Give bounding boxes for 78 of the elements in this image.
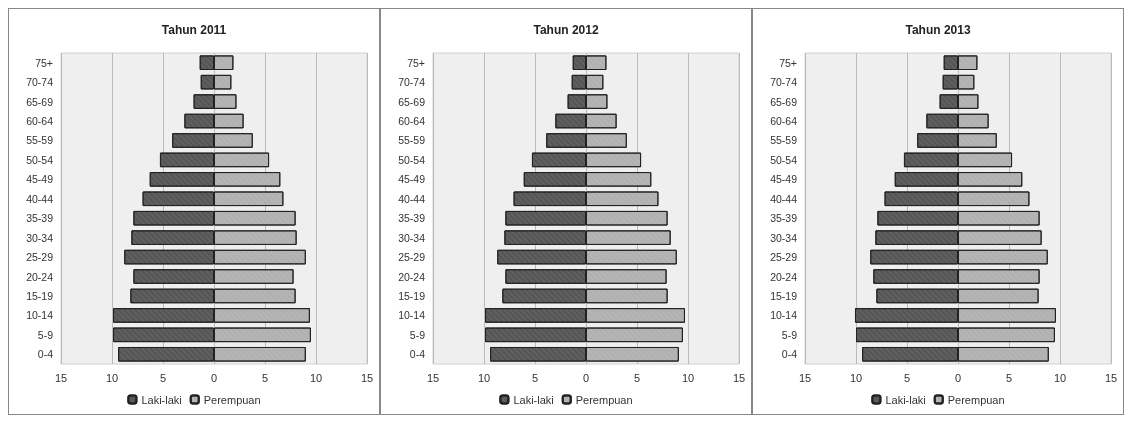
- x-tick-label: 5: [531, 371, 539, 384]
- y-tick-label: 15-19: [398, 289, 426, 302]
- x-tick-label: 10: [105, 371, 119, 384]
- y-tick-label: 30-34: [770, 231, 798, 244]
- x-tick-label: 10: [309, 371, 323, 384]
- y-tick-label: 35-39: [770, 212, 798, 225]
- y-tick-label: 35-39: [398, 212, 426, 225]
- y-tick-label: 0-4: [409, 348, 426, 361]
- legend-label: Perempuan: [203, 393, 261, 406]
- y-tick-label: 20-24: [398, 270, 426, 283]
- x-tick-label: 10: [849, 371, 863, 384]
- x-tick-label: 0: [582, 371, 590, 384]
- x-tick-label: 10: [477, 371, 491, 384]
- x-tick-label: 15: [798, 371, 812, 384]
- y-tick-label: 45-49: [398, 173, 426, 186]
- x-tick-label: 15: [1104, 371, 1118, 384]
- y-tick-label: 65-69: [398, 95, 426, 108]
- y-tick-label: 15-19: [26, 289, 54, 302]
- x-tick-label: 15: [426, 371, 440, 384]
- y-tick-label: 5-9: [781, 328, 798, 341]
- y-tick-label: 45-49: [26, 173, 54, 186]
- y-tick-label: 70-74: [26, 76, 54, 89]
- x-tick-label: 5: [1005, 371, 1013, 384]
- x-tick-label: 5: [633, 371, 641, 384]
- x-tick-label: 10: [681, 371, 695, 384]
- y-tick-label: 75+: [779, 56, 797, 69]
- y-tick-label: 50-54: [26, 153, 54, 166]
- x-tick-label: 15: [54, 371, 68, 384]
- y-tick-label: 50-54: [770, 153, 798, 166]
- y-tick-label: 75+: [407, 56, 425, 69]
- x-tick-label: 15: [360, 371, 374, 384]
- y-tick-label: 40-44: [770, 192, 798, 205]
- y-tick-label: 60-64: [398, 115, 426, 128]
- y-tick-label: 0-4: [781, 348, 798, 361]
- y-tick-label: 25-29: [398, 251, 426, 264]
- y-tick-label: 40-44: [398, 192, 426, 205]
- legend-label: Perempuan: [947, 393, 1005, 406]
- y-tick-label: 65-69: [26, 95, 54, 108]
- y-tick-label: 65-69: [770, 95, 798, 108]
- x-tick-label: 0: [954, 371, 962, 384]
- x-tick-label: 5: [261, 371, 269, 384]
- y-tick-label: 30-34: [26, 231, 54, 244]
- y-tick-label: 10-14: [398, 309, 426, 322]
- y-tick-label: 35-39: [26, 212, 54, 225]
- y-tick-label: 40-44: [26, 192, 54, 205]
- y-tick-label: 75+: [35, 56, 53, 69]
- chart-title: Tahun 2013: [905, 23, 971, 37]
- x-tick-label: 5: [159, 371, 167, 384]
- x-tick-label: 5: [903, 371, 911, 384]
- y-tick-label: 10-14: [26, 309, 54, 322]
- y-tick-label: 55-59: [26, 134, 54, 147]
- chart-title: Tahun 2011: [161, 23, 227, 37]
- legend-label: Laki-laki: [885, 393, 926, 406]
- legend-label: Laki-laki: [141, 393, 182, 406]
- y-tick-label: 5-9: [409, 328, 426, 341]
- y-tick-label: 70-74: [398, 76, 426, 89]
- y-tick-label: 30-34: [398, 231, 426, 244]
- chart-title: Tahun 2012: [533, 23, 599, 37]
- x-tick-label: 0: [210, 371, 218, 384]
- y-tick-label: 5-9: [37, 328, 54, 341]
- y-tick-label: 45-49: [770, 173, 798, 186]
- y-tick-label: 10-14: [770, 309, 798, 322]
- y-tick-label: 20-24: [26, 270, 54, 283]
- x-tick-label: 15: [732, 371, 746, 384]
- y-tick-label: 0-4: [37, 348, 54, 361]
- legend-label: Perempuan: [575, 393, 633, 406]
- y-tick-label: 60-64: [26, 115, 54, 128]
- legend-label: Laki-laki: [513, 393, 554, 406]
- y-tick-label: 15-19: [770, 289, 798, 302]
- y-tick-label: 50-54: [398, 153, 426, 166]
- y-tick-label: 70-74: [770, 76, 798, 89]
- y-tick-label: 60-64: [770, 115, 798, 128]
- y-tick-label: 25-29: [770, 251, 798, 264]
- x-tick-label: 10: [1053, 371, 1067, 384]
- y-tick-label: 55-59: [398, 134, 426, 147]
- y-tick-label: 20-24: [770, 270, 798, 283]
- y-tick-label: 55-59: [770, 134, 798, 147]
- y-tick-label: 25-29: [26, 251, 54, 264]
